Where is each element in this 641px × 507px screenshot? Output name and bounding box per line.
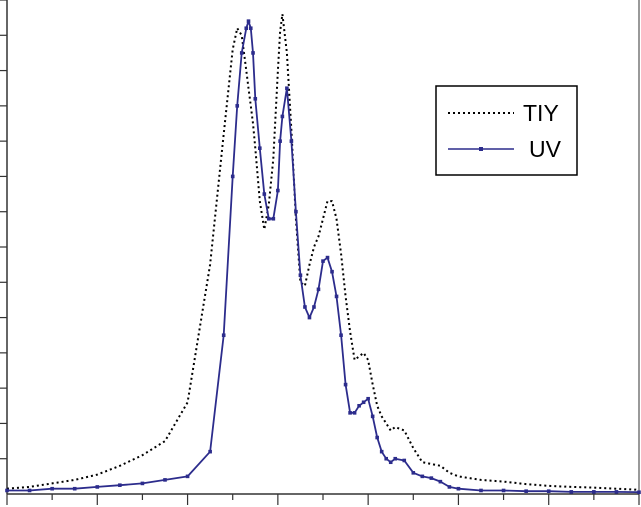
data-point-uv [592, 490, 596, 494]
data-point-uv [637, 490, 641, 495]
data-point-uv [411, 471, 416, 475]
data-point-uv [246, 19, 251, 23]
data-point-uv [278, 139, 282, 143]
data-point-uv [393, 456, 398, 461]
series-line-tiy [6, 13, 640, 491]
data-point-uv [294, 209, 298, 214]
data-point-uv [546, 489, 551, 493]
data-point-uv [312, 305, 316, 309]
data-point-uv [248, 26, 253, 31]
data-point-uv [429, 476, 434, 480]
data-point-uv [285, 86, 289, 91]
data-point-uv [72, 486, 77, 491]
data-point-uv [163, 478, 167, 482]
data-point-uv [289, 139, 294, 143]
data-point-uv [280, 114, 285, 119]
data-point-uv [352, 411, 357, 415]
data-point-uv [330, 269, 334, 274]
data-point-uv [402, 458, 407, 463]
data-point-uv [298, 273, 303, 278]
data-point-uv [221, 333, 226, 338]
data-point-uv [140, 481, 145, 486]
data-point-uv [325, 255, 330, 260]
legend-marker-uv [479, 147, 483, 151]
data-point-uv [239, 51, 244, 55]
data-point-uv [370, 414, 375, 419]
data-point-uv [267, 216, 271, 221]
data-point-uv [447, 485, 452, 489]
data-point-uv [501, 488, 506, 493]
data-point-uv [316, 287, 321, 292]
data-point-uv [379, 449, 384, 454]
data-point-uv [208, 449, 212, 454]
data-point-uv [271, 216, 276, 221]
data-point-uv [253, 97, 258, 101]
data-point-uv [334, 294, 339, 299]
data-point-uv [321, 259, 325, 263]
data-point-uv [569, 490, 574, 494]
data-point-uv [244, 26, 249, 31]
data-point-uv [361, 400, 366, 405]
chart-legend: TIY UV [435, 85, 578, 176]
data-point-uv [251, 51, 255, 55]
data-point-uv [524, 489, 528, 493]
legend-label-uv: UV [529, 136, 562, 162]
data-point-uv [276, 188, 280, 193]
chart-series-layer [5, 13, 641, 495]
data-point-uv [438, 479, 443, 484]
data-point-uv [118, 483, 122, 487]
data-point-uv [614, 490, 619, 494]
data-point-uv [420, 474, 425, 479]
data-point-uv [348, 411, 352, 415]
data-point-uv [384, 456, 388, 461]
data-point-uv [258, 146, 262, 150]
data-point-uv [479, 488, 483, 493]
legend-label-tiy: TIY [523, 100, 559, 126]
data-point-uv [343, 382, 348, 387]
data-point-uv [375, 435, 379, 440]
data-point-uv [185, 474, 190, 479]
data-point-uv [456, 486, 461, 491]
data-point-uv [235, 104, 240, 108]
data-point-uv [357, 403, 361, 408]
data-point-uv [50, 486, 54, 491]
data-point-uv [262, 192, 267, 196]
data-point-uv [5, 488, 9, 493]
data-point-uv [388, 460, 393, 465]
data-point-uv [95, 485, 100, 489]
data-point-uv [307, 315, 312, 320]
data-point-uv [230, 174, 235, 179]
data-point-uv [366, 396, 370, 401]
data-point-uv [339, 333, 343, 338]
data-point-uv [303, 305, 307, 309]
data-point-uv [27, 488, 32, 493]
legend-box [435, 85, 578, 176]
